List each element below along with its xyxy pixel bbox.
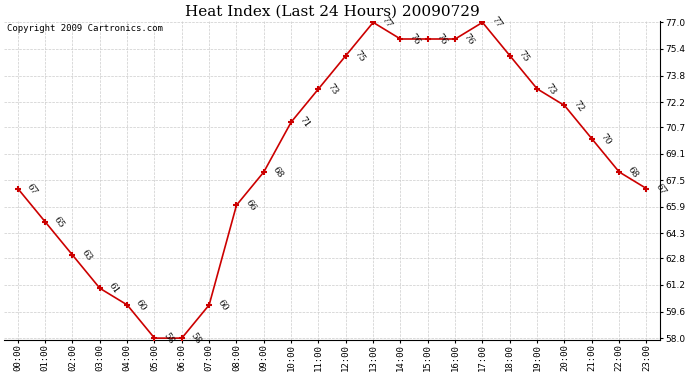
Text: 70: 70 [599,132,613,146]
Text: 66: 66 [244,198,257,213]
Text: 67: 67 [653,182,667,196]
Text: 72: 72 [571,99,585,113]
Text: 68: 68 [270,165,285,180]
Text: 73: 73 [326,82,339,96]
Text: 71: 71 [298,115,312,130]
Text: 76: 76 [462,32,476,46]
Text: 58: 58 [161,331,175,346]
Title: Heat Index (Last 24 Hours) 20090729: Heat Index (Last 24 Hours) 20090729 [185,4,480,18]
Text: Copyright 2009 Cartronics.com: Copyright 2009 Cartronics.com [8,24,164,33]
Text: 58: 58 [189,331,203,346]
Text: 73: 73 [544,82,558,96]
Text: 65: 65 [52,214,66,230]
Text: 60: 60 [134,298,148,312]
Text: 76: 76 [407,32,422,46]
Text: 63: 63 [79,248,93,262]
Text: 76: 76 [435,32,448,46]
Text: 77: 77 [380,15,394,30]
Text: 75: 75 [517,48,531,63]
Text: 68: 68 [626,165,640,180]
Text: 77: 77 [489,15,504,30]
Text: 60: 60 [216,298,230,312]
Text: 61: 61 [107,281,121,296]
Text: 67: 67 [25,182,39,196]
Text: 75: 75 [353,48,367,63]
